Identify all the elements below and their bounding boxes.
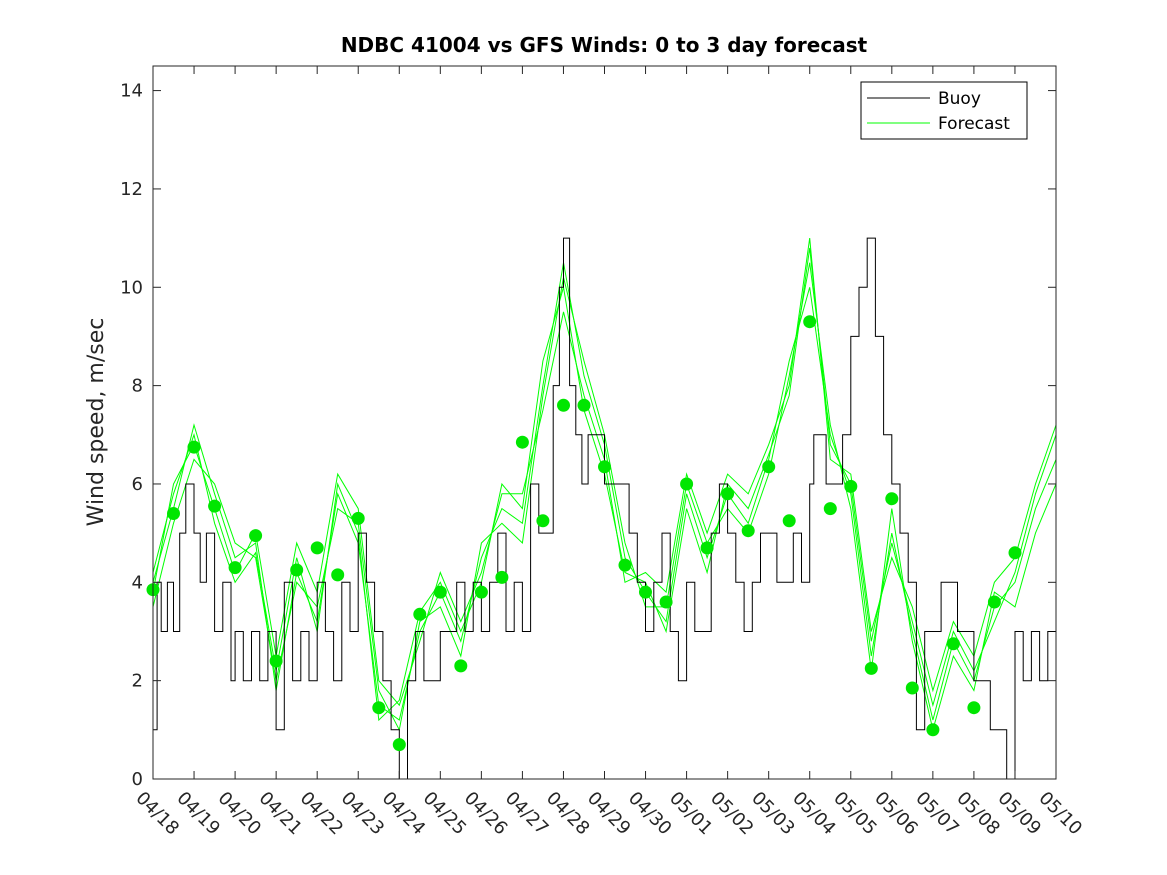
analysis-point [926, 723, 940, 737]
analysis-point [762, 460, 776, 474]
analysis-point [433, 585, 447, 599]
analysis-point [905, 681, 919, 695]
legend-label-forecast: Forecast [938, 114, 1010, 134]
analysis-point [598, 460, 611, 474]
y-tick-label: 14 [120, 81, 143, 102]
y-tick-label: 10 [120, 277, 143, 298]
legend-label-buoy: Buoy [938, 89, 981, 109]
analysis-point [987, 595, 1001, 609]
analysis-point [639, 585, 652, 599]
analysis-point [967, 701, 981, 715]
analysis-point [1008, 546, 1022, 560]
analysis-point [208, 499, 222, 513]
y-tick-label: 12 [120, 179, 143, 200]
analysis-point [495, 570, 509, 584]
analysis-point [310, 541, 324, 555]
analysis-point [803, 315, 817, 329]
analysis-point [515, 435, 529, 449]
analysis-point [844, 479, 858, 493]
y-ticks: 0 2 4 6 8 10 12 14 [120, 81, 1056, 790]
analysis-point [351, 511, 365, 525]
analysis-point [187, 440, 201, 454]
analysis-point [536, 514, 550, 528]
y-tick-label: 0 [132, 769, 143, 790]
analysis-point [557, 398, 570, 412]
analysis-point [782, 514, 796, 528]
legend-box [860, 81, 1028, 140]
analysis-point [290, 563, 304, 577]
y-axis-title: Wind speed, m/sec [84, 318, 109, 527]
analysis-point [721, 487, 735, 501]
analysis-point [659, 595, 673, 609]
analysis-point [413, 607, 427, 621]
legend: Buoy Forecast [860, 81, 1028, 140]
plot-area [153, 66, 1056, 779]
analysis-point [228, 561, 242, 575]
analysis-point [331, 568, 345, 582]
analysis-point [823, 502, 837, 516]
analysis-point [454, 659, 468, 673]
analysis-point [249, 529, 263, 543]
analysis-point [946, 637, 960, 651]
analysis-point [864, 661, 878, 675]
y-tick-label: 8 [132, 376, 143, 397]
analysis-point [577, 398, 591, 412]
analysis-point [741, 524, 755, 538]
analysis-point [885, 492, 899, 506]
y-tick-label: 2 [132, 671, 143, 692]
analysis-point [372, 701, 386, 715]
analysis-point [474, 585, 488, 599]
analysis-points [146, 315, 1022, 752]
buoy-series [153, 237, 1057, 780]
analysis-point [618, 558, 632, 572]
buoy-line [153, 237, 1057, 780]
y-tick-label: 6 [132, 474, 143, 495]
chart-title: NDBC 41004 vs GFS Winds: 0 to 3 day fore… [341, 33, 868, 57]
analysis-point [269, 654, 283, 668]
analysis-point [167, 507, 180, 520]
analysis-point [680, 477, 694, 491]
analysis-point [392, 738, 406, 752]
y-tick-label: 4 [132, 572, 143, 593]
analysis-point [700, 541, 714, 555]
